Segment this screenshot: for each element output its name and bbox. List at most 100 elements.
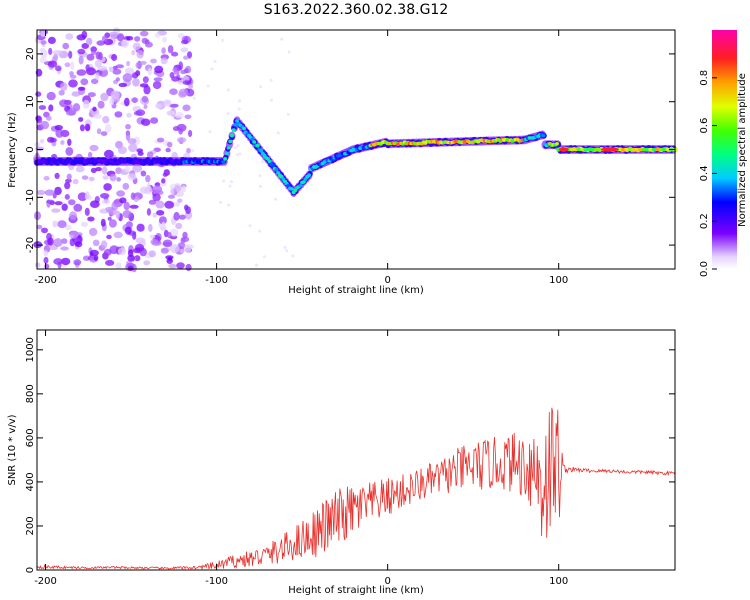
spectrogram-noise-blob — [175, 201, 180, 207]
spectrogram-noise-blob — [180, 237, 186, 244]
spectrogram-noise-blob — [150, 58, 157, 64]
colorbar-tick-label: 0.2 — [699, 213, 710, 229]
spectrogram-x-axis-label: Height of straight line (km) — [288, 285, 424, 296]
spectrogram-noise-blob — [47, 237, 54, 246]
spectrogram-noise-blob — [108, 66, 114, 73]
spectrogram-noise-blob — [234, 146, 238, 149]
spectrogram-noise-blob — [143, 260, 151, 266]
spectrogram-noise-blob — [227, 203, 230, 207]
spectrogram-noise-blob — [44, 263, 50, 269]
spectrogram-noise-blob — [276, 131, 280, 135]
spectrogram-noise-blob — [118, 82, 128, 88]
spectrogram-noise-blob — [111, 54, 118, 61]
spectrogram-peak — [601, 147, 620, 152]
spectrogram-noise-blob — [48, 104, 54, 112]
snr-y-tick-label: 800 — [25, 384, 36, 403]
spectrogram-noise-blob — [124, 97, 130, 107]
spectrogram-noise-blob — [169, 244, 180, 254]
spectrogram-noise-blob — [213, 59, 217, 63]
spectrogram-noise-blob — [188, 84, 194, 89]
spectrogram-noise-blob — [167, 45, 174, 54]
spectrogram-noise-blob — [143, 85, 151, 95]
spectrogram-noise-blob — [175, 111, 184, 119]
spectrogram-ridge-core — [259, 148, 264, 153]
spectrogram-noise-blob — [89, 144, 99, 152]
figure-title: S163.2022.360.02.38.G12 — [264, 2, 449, 18]
spectrogram-noise-blob — [136, 49, 144, 59]
spectrogram-noise-blob — [60, 246, 69, 251]
spectrogram-noise-blob — [117, 33, 125, 42]
spectrogram-noise-blob — [291, 254, 295, 258]
spectrogram-noise-blob — [57, 220, 67, 229]
spectrogram-x-tick-label: 100 — [549, 275, 568, 286]
spectrogram-noise-blob — [65, 147, 74, 156]
spectrogram-noise-blob — [87, 216, 95, 222]
spectrogram-noise-blob — [131, 97, 139, 103]
spectrogram-noise-blob — [273, 197, 277, 201]
spectrogram-noise-blob — [162, 172, 168, 177]
spectrogram-noise-blob — [187, 51, 192, 59]
spectrogram-noise-blob — [167, 141, 173, 148]
spectrogram-ridge-core — [252, 140, 257, 144]
spectrogram-noise-blob — [191, 149, 195, 153]
spectrogram-noise-blob — [69, 211, 77, 220]
spectrogram-noise-blob — [117, 146, 127, 155]
spectrogram-noise-blob — [109, 173, 117, 182]
spectrogram-noise-blob — [146, 151, 154, 158]
spectrogram-ridge-core — [228, 139, 233, 144]
spectrogram-noise-blob — [143, 104, 148, 109]
spectrogram-noise-blob — [40, 120, 50, 130]
spectrogram-noise-blob — [109, 245, 119, 255]
spectrogram-noise-blob — [179, 248, 185, 254]
spectrogram-noise-blob — [113, 231, 123, 239]
spectrogram-noise-blob — [116, 190, 125, 197]
spectrogram-noise-blob — [147, 67, 153, 76]
spectrogram-noise-blob — [79, 124, 85, 132]
spectrogram-noise-blob — [60, 82, 68, 91]
spectrogram-noise-blob — [162, 239, 173, 248]
spectrogram-noise-blob — [127, 265, 134, 271]
spectrogram-noise-blob — [228, 184, 232, 188]
spectrogram-noise-blob — [174, 185, 182, 192]
spectrogram-noise-blob — [90, 51, 97, 56]
spectrogram-noise-blob — [134, 255, 141, 262]
spectrogram-noise-blob — [141, 118, 151, 126]
spectrogram-noise-blob — [181, 39, 189, 45]
spectrogram-ridge-core — [250, 137, 255, 142]
spectrogram-noise-blob — [132, 42, 141, 51]
spectrogram-noise-blob — [150, 117, 159, 124]
spectrogram-noise-blob — [40, 40, 47, 45]
spectrogram-noise-blob — [106, 234, 112, 240]
spectrogram-ridge-core — [271, 163, 275, 168]
spectrogram-noise-blob — [139, 83, 149, 88]
spectrogram-noise-blob — [178, 127, 183, 135]
spectrogram-noise-blob — [89, 200, 100, 208]
spectrogram-noise-blob — [135, 61, 143, 69]
spectrogram-noise-blob — [168, 263, 177, 269]
spectrogram-noise-blob — [192, 96, 196, 100]
snr-frame — [36, 329, 676, 571]
spectrogram-noise-blob — [86, 53, 95, 61]
spectrogram-ridge-core — [286, 183, 291, 188]
spectrogram-noise-blob — [170, 187, 175, 196]
spectrogram-noise-blob — [41, 227, 48, 234]
spectrogram-noise-blob — [81, 43, 89, 49]
spectrogram-noise-blob — [158, 216, 167, 225]
spectrogram-noise-blob — [100, 131, 108, 137]
spectrogram-noise-blob — [182, 80, 192, 85]
colorbar-ticks: 0.0 0.2 0.4 0.6 0.8 — [699, 70, 717, 277]
spectrogram-noise-blob — [173, 211, 180, 221]
spectrogram-noise-blob — [156, 210, 165, 216]
spectrogram-noise-blob — [260, 160, 264, 164]
spectrogram-noise-blob — [171, 51, 179, 57]
colorbar-tick-label: 0.8 — [699, 70, 710, 86]
colorbar-tick-label: 0.4 — [699, 165, 710, 181]
spectrogram-noise-blob — [89, 227, 98, 237]
spectrogram-noise-blob — [121, 39, 129, 48]
spectrogram-peak — [558, 147, 569, 152]
spectrogram-ridge-core — [224, 151, 229, 156]
spectrogram-noise-blob — [144, 41, 153, 48]
spectrogram-y-ticks: 20 10 0 -10 -20 — [25, 48, 675, 253]
snr-y-axis-label: SNR (10 * v/v) — [7, 414, 18, 485]
